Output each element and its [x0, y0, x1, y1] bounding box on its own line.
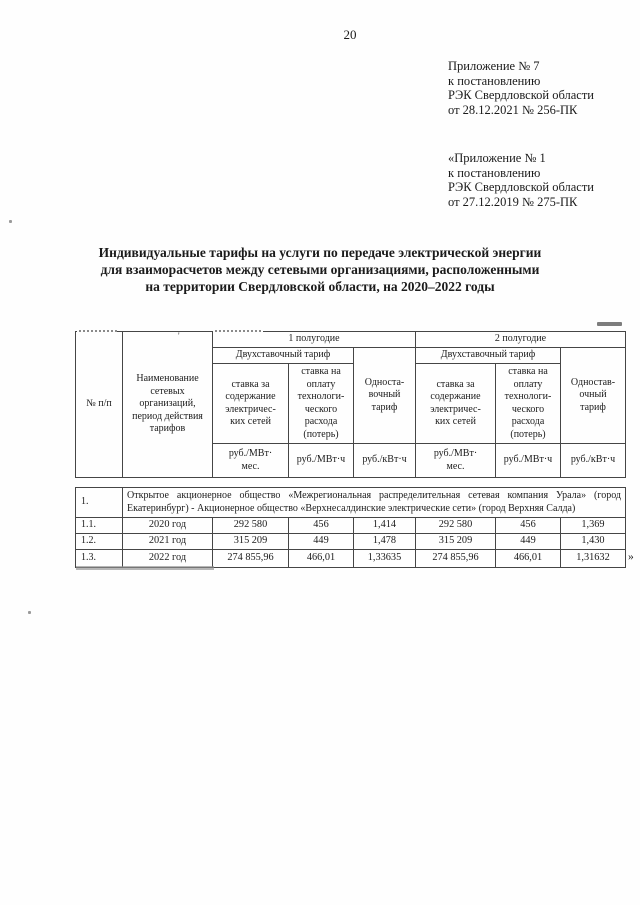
tariff-table-body: 1. Открытое акционерное общество «Межрег…	[75, 487, 626, 568]
table-row-2021: 1.2. 2021 год 315 209 449 1,478 315 209 …	[75, 533, 626, 550]
header-cell-maintenance-rate-1: ставка за содержание электричес- ких сет…	[212, 363, 289, 444]
header-cell-loss-rate-2: ставка на оплату технологи- ческого расх…	[495, 363, 561, 444]
closing-quote-mark: »	[628, 551, 634, 563]
period-cell: 2021 год	[122, 533, 213, 550]
tariff-value: 274 855,96	[212, 549, 289, 568]
scan-smudge	[76, 566, 214, 570]
unit-cell: руб./МВт· мес.	[212, 443, 289, 478]
unit-cell: руб./кВт·ч	[560, 443, 626, 478]
scan-smudge	[597, 322, 622, 326]
header-cell-row-number: № п/п	[75, 331, 123, 478]
header-cell-half-year-1: 1 полугодие	[212, 331, 416, 348]
table-row-2020: 1.1. 2020 год 292 580 456 1,414 292 580 …	[75, 517, 626, 534]
annex-reference-2: «Приложение № 1 к постановлению РЭК Свер…	[448, 151, 594, 209]
header-cell-single-rate-tariff-2: Одностав- очный тариф	[560, 347, 626, 444]
table-row-2022: 1.3. 2022 год 274 855,96 466,01 1,33635 …	[75, 549, 626, 568]
header-cell-single-rate-tariff-1: Односта- вочный тариф	[353, 347, 416, 444]
period-cell: 2022 год	[122, 549, 213, 568]
tariff-value: 466,01	[288, 549, 354, 568]
header-cell-maintenance-rate-2: ставка за содержание электричес- ких сет…	[415, 363, 496, 444]
period-cell: 2020 год	[122, 517, 213, 534]
tariff-value: 456	[288, 517, 354, 534]
unit-cell: руб./МВт·ч	[495, 443, 561, 478]
row-number-cell: 1.1.	[75, 517, 123, 534]
tariff-table-header: № п/п Наименование сетевых организаций, …	[75, 331, 626, 478]
tariff-value: 292 580	[415, 517, 496, 534]
tariff-value: 1,478	[353, 533, 416, 550]
tariff-value: 449	[495, 533, 561, 550]
unit-cell: руб./кВт·ч	[353, 443, 416, 478]
table-row-organization: 1. Открытое акционерное общество «Межрег…	[75, 487, 626, 518]
annex-reference-1: Приложение № 7 к постановлению РЭК Сверд…	[448, 59, 594, 117]
tariff-value: 449	[288, 533, 354, 550]
scan-speck	[28, 611, 31, 614]
header-cell-org-name: Наименование сетевых организаций, период…	[122, 331, 213, 478]
row-number-cell: 1.2.	[75, 533, 123, 550]
scan-dashed-border-segment	[213, 330, 263, 332]
tariff-value: 1,430	[560, 533, 626, 550]
header-cell-two-rate-tariff-1: Двухставочный тариф	[212, 347, 354, 364]
organization-name-cell: Открытое акционерное общество «Межрегион…	[122, 487, 626, 518]
tariff-value: 1,414	[353, 517, 416, 534]
header-cell-two-rate-tariff-2: Двухставочный тариф	[415, 347, 561, 364]
tariff-value: 1,369	[560, 517, 626, 534]
scan-artifact-apostrophe: '	[178, 331, 180, 341]
page-number: 20	[343, 27, 357, 42]
tariff-value: 1,33635	[353, 549, 416, 568]
tariff-value: 466,01	[495, 549, 561, 568]
row-number-cell: 1.3.	[75, 549, 123, 568]
tariff-value: 1,31632	[560, 549, 626, 568]
unit-cell: руб./МВт· мес.	[415, 443, 496, 478]
row-number-cell: 1.	[75, 487, 123, 518]
header-cell-half-year-2: 2 полугодие	[415, 331, 626, 348]
unit-cell: руб./МВт·ч	[288, 443, 354, 478]
scan-speck	[9, 220, 12, 223]
scan-dashed-border-segment	[77, 330, 117, 332]
header-cell-loss-rate-1: ставка на оплату технологи- ческого расх…	[288, 363, 354, 444]
tariff-value: 315 209	[212, 533, 289, 550]
tariff-value: 292 580	[212, 517, 289, 534]
document-title: Индивидуальные тарифы на услуги по перед…	[98, 245, 542, 294]
tariff-value: 315 209	[415, 533, 496, 550]
tariff-value: 274 855,96	[415, 549, 496, 568]
tariff-value: 456	[495, 517, 561, 534]
